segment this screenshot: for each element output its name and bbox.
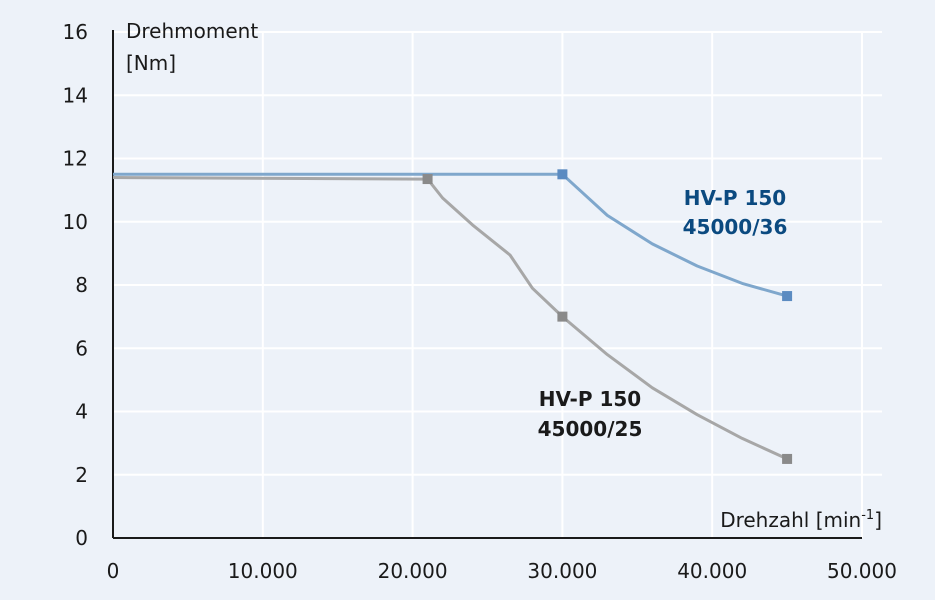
y-tick-label: 14 <box>63 83 88 107</box>
series-label-25-line1: HV-P 150 <box>539 387 641 411</box>
x-tick-label: 30.000 <box>527 559 597 583</box>
x-tick-label: 0 <box>107 559 120 583</box>
y-tick-label: 16 <box>63 20 88 44</box>
y-tick-label: 0 <box>75 526 88 550</box>
series-marker-1 <box>782 453 793 464</box>
series-marker-1 <box>557 311 568 322</box>
series-group <box>112 169 793 464</box>
x-axis-title: Drehzahl [min-1] <box>720 508 882 532</box>
x-axis-title-close: ] <box>874 508 882 532</box>
series-label-25-line2: 45000/25 <box>538 417 643 441</box>
series-line-1 <box>112 176 788 461</box>
y-tick-label: 6 <box>75 336 88 360</box>
x-tick-label: 10.000 <box>228 559 298 583</box>
y-axis-title-line2: [Nm] <box>126 51 176 75</box>
x-tick-label: 40.000 <box>677 559 747 583</box>
y-tick-label: 10 <box>63 210 88 234</box>
series-marker-0 <box>782 291 793 302</box>
grid-lines <box>113 31 882 538</box>
y-tick-label: 8 <box>75 273 88 297</box>
x-tick-label: 20.000 <box>378 559 448 583</box>
axes <box>112 30 862 539</box>
series-marker-0 <box>557 169 568 180</box>
series-marker-1 <box>422 174 433 185</box>
y-axis-title-line1: Drehmoment <box>126 19 258 43</box>
x-axis-title-main: Drehzahl [min <box>720 508 861 532</box>
tick-labels: 0 2 4 6 8 10 12 14 16 0 10.000 20.000 30.000 40.000 50… <box>63 20 897 583</box>
series-label-36-line1: HV-P 150 <box>684 186 786 210</box>
x-axis-title-sup: -1 <box>861 508 874 523</box>
y-tick-label: 2 <box>75 463 88 487</box>
y-tick-label: 12 <box>63 147 88 171</box>
y-tick-label: 4 <box>75 400 88 424</box>
x-tick-label: 50.000 <box>827 559 897 583</box>
series-label-36-line2: 45000/36 <box>683 215 788 239</box>
